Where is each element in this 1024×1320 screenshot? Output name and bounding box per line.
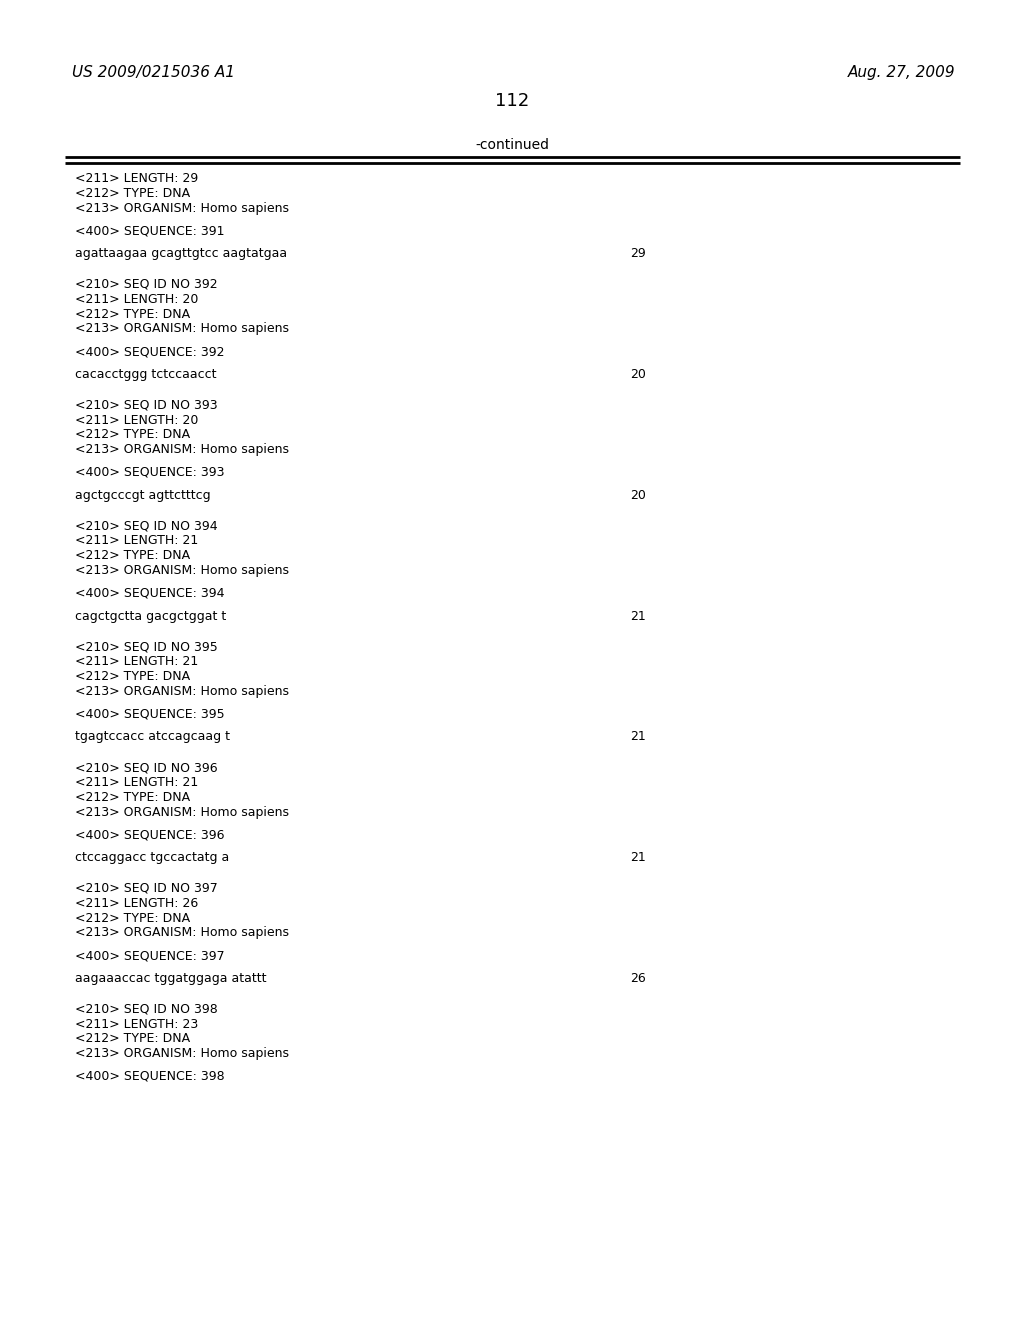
Text: <213> ORGANISM: Homo sapiens: <213> ORGANISM: Homo sapiens [75,322,289,335]
Text: 20: 20 [630,488,646,502]
Text: <211> LENGTH: 29: <211> LENGTH: 29 [75,172,199,185]
Text: <210> SEQ ID NO 397: <210> SEQ ID NO 397 [75,882,218,895]
Text: cacacctggg tctccaacct: cacacctggg tctccaacct [75,368,216,381]
Text: <210> SEQ ID NO 395: <210> SEQ ID NO 395 [75,640,218,653]
Text: ctccaggacc tgccactatg a: ctccaggacc tgccactatg a [75,851,229,865]
Text: <213> ORGANISM: Homo sapiens: <213> ORGANISM: Homo sapiens [75,927,289,940]
Text: agattaagaa gcagttgtcc aagtatgaa: agattaagaa gcagttgtcc aagtatgaa [75,247,287,260]
Text: <213> ORGANISM: Homo sapiens: <213> ORGANISM: Homo sapiens [75,685,289,698]
Text: 112: 112 [495,92,529,110]
Text: <210> SEQ ID NO 398: <210> SEQ ID NO 398 [75,1003,218,1016]
Text: <212> TYPE: DNA: <212> TYPE: DNA [75,912,190,924]
Text: <211> LENGTH: 21: <211> LENGTH: 21 [75,655,199,668]
Text: <210> SEQ ID NO 393: <210> SEQ ID NO 393 [75,399,218,412]
Text: <400> SEQUENCE: 392: <400> SEQUENCE: 392 [75,346,224,358]
Text: Aug. 27, 2009: Aug. 27, 2009 [848,65,955,81]
Text: <400> SEQUENCE: 397: <400> SEQUENCE: 397 [75,949,224,962]
Text: <212> TYPE: DNA: <212> TYPE: DNA [75,549,190,562]
Text: 20: 20 [630,368,646,381]
Text: -continued: -continued [475,139,549,152]
Text: <400> SEQUENCE: 393: <400> SEQUENCE: 393 [75,466,224,479]
Text: <212> TYPE: DNA: <212> TYPE: DNA [75,791,190,804]
Text: <400> SEQUENCE: 394: <400> SEQUENCE: 394 [75,587,224,599]
Text: <210> SEQ ID NO 394: <210> SEQ ID NO 394 [75,520,218,532]
Text: tgagtccacc atccagcaag t: tgagtccacc atccagcaag t [75,730,230,743]
Text: 26: 26 [630,972,646,985]
Text: <212> TYPE: DNA: <212> TYPE: DNA [75,671,190,682]
Text: <400> SEQUENCE: 395: <400> SEQUENCE: 395 [75,708,224,721]
Text: <212> TYPE: DNA: <212> TYPE: DNA [75,1032,190,1045]
Text: agctgcccgt agttctttcg: agctgcccgt agttctttcg [75,488,211,502]
Text: <210> SEQ ID NO 396: <210> SEQ ID NO 396 [75,762,218,775]
Text: 21: 21 [630,610,646,623]
Text: cagctgctta gacgctggat t: cagctgctta gacgctggat t [75,610,226,623]
Text: 21: 21 [630,851,646,865]
Text: US 2009/0215036 A1: US 2009/0215036 A1 [72,65,234,81]
Text: 21: 21 [630,730,646,743]
Text: <400> SEQUENCE: 396: <400> SEQUENCE: 396 [75,829,224,841]
Text: <211> LENGTH: 21: <211> LENGTH: 21 [75,776,199,789]
Text: <212> TYPE: DNA: <212> TYPE: DNA [75,308,190,321]
Text: aagaaaccac tggatggaga atattt: aagaaaccac tggatggaga atattt [75,972,266,985]
Text: <211> LENGTH: 20: <211> LENGTH: 20 [75,293,199,306]
Text: <212> TYPE: DNA: <212> TYPE: DNA [75,429,190,441]
Text: <213> ORGANISM: Homo sapiens: <213> ORGANISM: Homo sapiens [75,564,289,577]
Text: <211> LENGTH: 21: <211> LENGTH: 21 [75,535,199,548]
Text: <213> ORGANISM: Homo sapiens: <213> ORGANISM: Homo sapiens [75,1047,289,1060]
Text: 29: 29 [630,247,646,260]
Text: <212> TYPE: DNA: <212> TYPE: DNA [75,187,190,199]
Text: <400> SEQUENCE: 398: <400> SEQUENCE: 398 [75,1071,224,1082]
Text: <211> LENGTH: 20: <211> LENGTH: 20 [75,413,199,426]
Text: <213> ORGANISM: Homo sapiens: <213> ORGANISM: Homo sapiens [75,805,289,818]
Text: <210> SEQ ID NO 392: <210> SEQ ID NO 392 [75,279,218,290]
Text: <213> ORGANISM: Homo sapiens: <213> ORGANISM: Homo sapiens [75,444,289,457]
Text: <213> ORGANISM: Homo sapiens: <213> ORGANISM: Homo sapiens [75,202,289,215]
Text: <400> SEQUENCE: 391: <400> SEQUENCE: 391 [75,224,224,238]
Text: <211> LENGTH: 23: <211> LENGTH: 23 [75,1018,199,1031]
Text: <211> LENGTH: 26: <211> LENGTH: 26 [75,896,199,909]
